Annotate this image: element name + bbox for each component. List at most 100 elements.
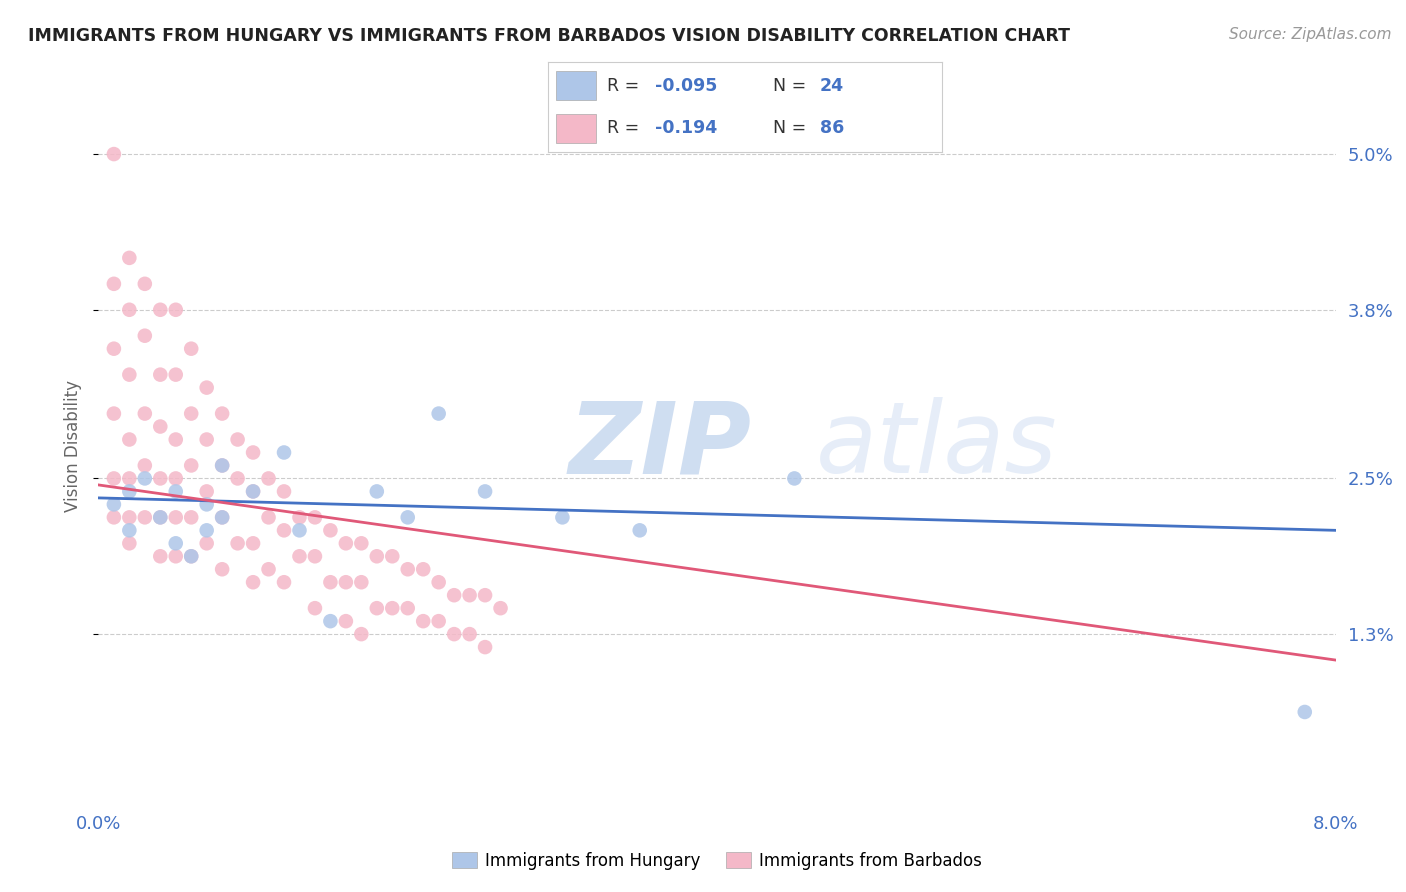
Point <box>226 433 249 447</box>
Point <box>273 445 295 459</box>
Point <box>149 368 172 382</box>
Y-axis label: Vision Disability: Vision Disability <box>65 380 83 512</box>
Point <box>195 381 218 395</box>
Point <box>474 484 496 499</box>
Point <box>319 575 342 590</box>
Point <box>103 342 125 356</box>
Point <box>257 471 280 485</box>
Point <box>134 407 156 421</box>
Point <box>288 524 311 538</box>
Point <box>783 471 806 485</box>
Point <box>304 601 326 615</box>
Point <box>628 524 651 538</box>
Bar <box>557 114 596 143</box>
Point <box>211 458 233 473</box>
Point <box>103 147 125 161</box>
Point <box>149 549 172 564</box>
Point <box>165 433 187 447</box>
Point <box>304 549 326 564</box>
Point <box>118 368 141 382</box>
Point <box>118 251 141 265</box>
Point <box>165 510 187 524</box>
Text: ZIP: ZIP <box>568 398 752 494</box>
Point <box>273 575 295 590</box>
Point <box>195 536 218 550</box>
Point <box>474 640 496 654</box>
Point <box>118 471 141 485</box>
Text: 24: 24 <box>820 77 844 95</box>
Point <box>366 484 388 499</box>
Point <box>443 588 465 602</box>
Point <box>242 445 264 459</box>
Point <box>242 575 264 590</box>
Point <box>149 510 172 524</box>
Point <box>242 536 264 550</box>
Point <box>242 484 264 499</box>
Point <box>165 484 187 499</box>
Point <box>165 368 187 382</box>
Point <box>195 484 218 499</box>
Point <box>335 575 357 590</box>
Point <box>195 524 218 538</box>
Point <box>273 524 295 538</box>
Point <box>366 549 388 564</box>
Text: 86: 86 <box>820 120 844 137</box>
Point <box>350 536 373 550</box>
Point <box>180 549 202 564</box>
Point <box>165 471 187 485</box>
Point <box>149 302 172 317</box>
Point <box>180 458 202 473</box>
Point <box>103 497 125 511</box>
Point <box>458 588 481 602</box>
Point <box>396 601 419 615</box>
Point <box>412 562 434 576</box>
Point <box>288 510 311 524</box>
Point <box>366 601 388 615</box>
Text: Source: ZipAtlas.com: Source: ZipAtlas.com <box>1229 27 1392 42</box>
Text: -0.095: -0.095 <box>655 77 717 95</box>
Text: IMMIGRANTS FROM HUNGARY VS IMMIGRANTS FROM BARBADOS VISION DISABILITY CORRELATIO: IMMIGRANTS FROM HUNGARY VS IMMIGRANTS FR… <box>28 27 1070 45</box>
Point <box>474 588 496 602</box>
Point <box>242 484 264 499</box>
Point <box>103 510 125 524</box>
Point <box>443 627 465 641</box>
Point <box>195 497 218 511</box>
Legend: Immigrants from Hungary, Immigrants from Barbados: Immigrants from Hungary, Immigrants from… <box>446 846 988 877</box>
Point <box>257 510 280 524</box>
Point <box>489 601 512 615</box>
Point <box>319 614 342 628</box>
Text: R =: R = <box>607 77 645 95</box>
Point <box>304 510 326 524</box>
Point <box>288 549 311 564</box>
Point <box>165 549 187 564</box>
Point <box>180 549 202 564</box>
Point <box>118 524 141 538</box>
Text: N =: N = <box>773 77 811 95</box>
Point <box>458 627 481 641</box>
Point <box>180 407 202 421</box>
Point <box>180 510 202 524</box>
Point <box>118 433 141 447</box>
Point <box>134 277 156 291</box>
Bar <box>557 71 596 100</box>
Text: N =: N = <box>773 120 811 137</box>
Point <box>396 562 419 576</box>
Point <box>257 562 280 576</box>
Point <box>211 510 233 524</box>
Point <box>381 601 404 615</box>
Text: atlas: atlas <box>815 398 1057 494</box>
Point <box>134 510 156 524</box>
Text: R =: R = <box>607 120 645 137</box>
Point <box>118 510 141 524</box>
Point <box>118 302 141 317</box>
Point <box>103 407 125 421</box>
Point <box>350 575 373 590</box>
Point <box>427 614 450 628</box>
Point <box>335 614 357 628</box>
Point <box>427 575 450 590</box>
Point <box>350 627 373 641</box>
Point <box>103 471 125 485</box>
Point <box>211 407 233 421</box>
Point <box>381 549 404 564</box>
Point <box>118 484 141 499</box>
